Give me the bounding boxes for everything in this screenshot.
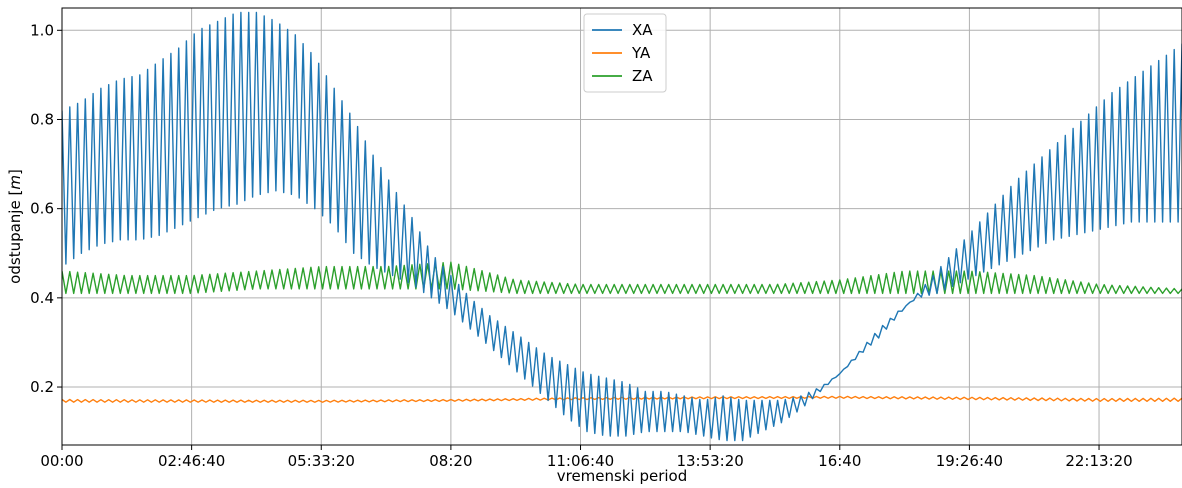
series-line-za [62,261,1182,295]
legend: XA YA ZA [583,13,667,93]
x-tick-label: 13:53:20 [676,452,743,470]
legend-items: XA YA ZA [592,21,653,85]
series-layer [62,11,1182,442]
legend-label-za: ZA [632,67,653,85]
series-line-xa [62,11,1182,442]
x-tick-label: 19:26:40 [936,452,1003,470]
y-axis-label-main: odstupanje [ [6,190,24,284]
x-axis-label: vremenski period [557,467,688,485]
legend-label-ya: YA [631,44,651,62]
y-tick-label: 0.8 [30,110,54,128]
axes [61,7,1182,446]
legend-box [583,13,667,93]
y-axis-label-unit: m [6,175,24,190]
x-tick-label: 05:33:20 [288,452,355,470]
x-tick-label: 16:40 [818,452,861,470]
x-tick-label: 02:46:40 [158,452,225,470]
y-axis-label: odstupanje [m] [6,169,24,284]
y-tick-label: 1.0 [30,21,54,39]
legend-label-xa: XA [632,21,653,39]
x-tick-label: 11:06:40 [547,452,614,470]
y-tick-label: 0.4 [30,289,54,307]
x-tick-label: 08:20 [429,452,472,470]
y-ticks: 0.2 0.4 0.6 0.8 1.0 [30,21,62,396]
y-tick-label: 0.2 [30,378,54,396]
y-tick-label: 0.6 [30,200,54,218]
y-axis-label-close: ] [6,169,24,175]
plot-frame [61,7,1182,446]
x-ticks: 00:00 02:46:40 05:33:20 08:20 11:06:40 13:53:… [40,445,1133,470]
x-tick-label: 00:00 [40,452,83,470]
x-tick-label: 22:13:20 [1065,452,1132,470]
series-line-ya [62,395,1182,403]
